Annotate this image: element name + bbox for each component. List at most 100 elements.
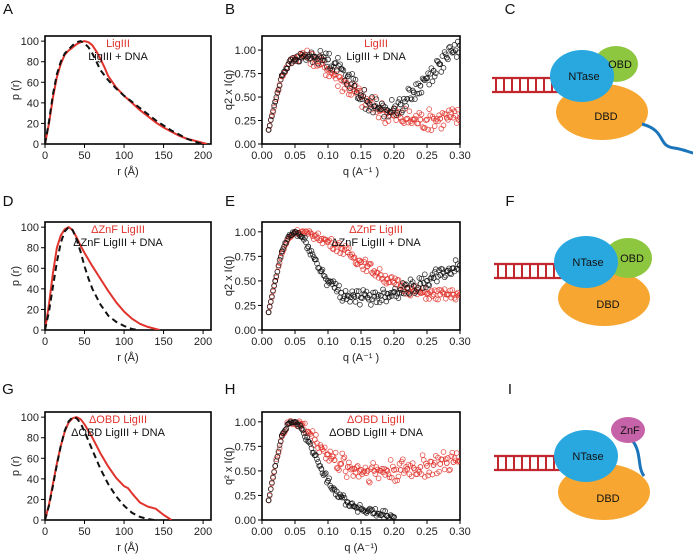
data-point <box>390 513 396 520</box>
data-point <box>451 42 458 48</box>
data-point <box>395 473 402 480</box>
x-tick-label: 100 <box>115 336 133 348</box>
y-tick-label: 0.25 <box>235 300 256 312</box>
y-tick-label: 1.00 <box>235 417 256 429</box>
data-point <box>387 290 394 296</box>
x-axis-label: r (Å) <box>117 165 138 178</box>
data-point <box>314 456 320 462</box>
data-point <box>289 229 296 235</box>
x-tick-label: 200 <box>194 336 212 348</box>
data-point <box>353 505 360 511</box>
data-point <box>428 127 435 133</box>
data-point <box>449 287 456 293</box>
x-tick-label: 0.10 <box>317 526 338 538</box>
data-point <box>271 469 277 475</box>
data-point <box>448 294 455 301</box>
data-point <box>429 78 436 85</box>
y-tick-label: 100 <box>21 222 39 234</box>
data-point <box>324 479 330 486</box>
ntase-domain <box>554 430 618 482</box>
data-point <box>355 473 362 480</box>
legend-entry-0: ΔOBD LigIII <box>89 414 147 426</box>
x-tick-label: 0.30 <box>449 150 470 162</box>
y-tick-label: 20 <box>27 118 39 130</box>
data-point <box>448 109 455 116</box>
x-tick-label: 0 <box>42 526 48 538</box>
data-point <box>320 448 327 454</box>
data-point <box>457 262 460 269</box>
data-point <box>329 245 336 252</box>
data-point <box>336 282 342 289</box>
x-tick-label: 150 <box>154 150 172 162</box>
series-line-1 <box>45 226 139 330</box>
data-point <box>270 475 276 481</box>
data-point <box>429 113 436 120</box>
x-tick-label: 0.00 <box>251 150 272 162</box>
data-point <box>375 475 382 482</box>
data-point <box>423 75 429 82</box>
data-point <box>296 58 303 65</box>
x-tick-label: 0 <box>42 150 48 162</box>
y-tick-label: 0.75 <box>235 441 256 453</box>
x-tick-label: 0.10 <box>317 150 338 162</box>
data-point <box>402 282 408 288</box>
y-tick-label: 100 <box>21 36 39 48</box>
chart-a: 0 50 100 150 200 0 20 40 60 80 100 r (Å) p (r) LigIII… <box>10 35 212 178</box>
data-point <box>375 114 382 121</box>
data-point <box>308 248 315 254</box>
panel-letter-e: E <box>225 193 235 210</box>
data-point <box>340 67 347 73</box>
data-point <box>328 235 335 242</box>
data-point <box>350 255 357 261</box>
legend-entry-0: LigIII <box>364 38 388 50</box>
data-point <box>395 295 402 301</box>
data-point <box>442 111 449 118</box>
data-point <box>435 118 441 125</box>
y-tick-label: 60 <box>27 77 39 89</box>
data-point <box>313 452 319 458</box>
data-point <box>392 103 398 109</box>
data-point <box>322 275 329 282</box>
panel-letter-f: F <box>505 193 514 210</box>
data-point <box>391 288 397 295</box>
data-point <box>421 271 428 278</box>
x-tick-label: 0.25 <box>416 526 437 538</box>
data-point <box>343 245 350 251</box>
panel-letter-c: C <box>505 1 516 18</box>
data-point <box>426 81 433 88</box>
y-tick-label: 60 <box>27 453 39 465</box>
data-point <box>408 473 415 480</box>
data-point <box>436 61 442 67</box>
y-axis-label: p (r) <box>10 266 22 286</box>
data-point <box>408 120 415 127</box>
data-point <box>414 286 420 293</box>
data-point <box>442 272 449 279</box>
data-point <box>307 441 314 447</box>
data-point <box>434 278 440 285</box>
data-point <box>282 427 288 433</box>
data-point <box>439 456 446 463</box>
y-tick-label: 0.75 <box>235 69 256 81</box>
data-point <box>383 466 390 473</box>
data-point <box>315 60 321 67</box>
data-point <box>426 282 433 289</box>
y-tick-label: 0 <box>33 325 39 337</box>
data-point <box>270 109 276 116</box>
y-tick-label: 80 <box>27 57 39 69</box>
data-point <box>284 65 291 72</box>
y-tick-label: 20 <box>27 304 39 316</box>
data-point <box>373 109 380 115</box>
legend-entry-0: ΔOBD LigIII <box>347 414 405 426</box>
series-line-0 <box>45 226 160 330</box>
data-point <box>273 94 280 101</box>
x-tick-label: 50 <box>78 526 90 538</box>
data-point <box>317 463 324 469</box>
x-tick-label: 100 <box>115 526 133 538</box>
data-point <box>455 458 460 465</box>
data-point <box>437 461 444 467</box>
data-point <box>423 296 429 302</box>
data-point <box>341 85 348 92</box>
plot-frame <box>44 221 212 331</box>
plot-area <box>265 227 460 316</box>
data-point <box>426 296 433 302</box>
